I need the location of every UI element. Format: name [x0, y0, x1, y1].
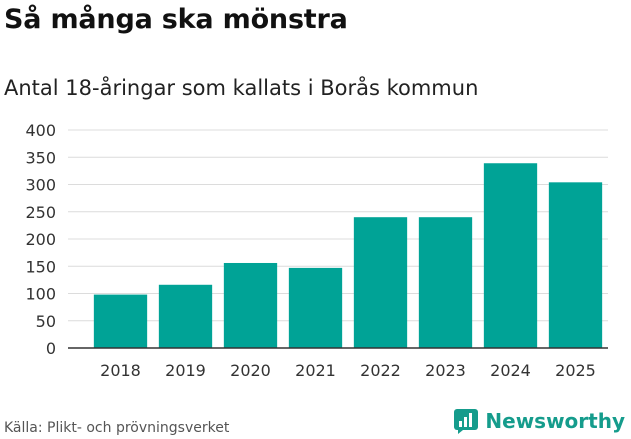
- y-axis-ticks: 0 50 100 150 200 250 300 350 400: [25, 121, 56, 358]
- bar-2019: [158, 284, 213, 348]
- bars: [93, 163, 603, 348]
- bar-2025: [548, 182, 603, 348]
- source-note: Källa: Plikt- och prövningsverket: [4, 420, 230, 436]
- y-tick-label: 400: [25, 121, 56, 140]
- x-axis-ticks: 2018 2019 2020 2021 2022 2023 2024 2025: [100, 361, 596, 380]
- chart-subtitle: Antal 18-åringar som kallats i Borås kom…: [4, 76, 479, 100]
- x-tick-label: 2018: [100, 361, 141, 380]
- y-tick-label: 50: [36, 312, 56, 331]
- x-tick-label: 2024: [490, 361, 531, 380]
- y-tick-label: 250: [25, 203, 56, 222]
- x-tick-label: 2019: [165, 361, 206, 380]
- y-tick-label: 200: [25, 230, 56, 249]
- bar-2024: [483, 163, 538, 348]
- chart-title: Så många ska mönstra: [4, 4, 348, 35]
- y-tick-label: 100: [25, 285, 56, 304]
- bar-2022: [353, 217, 408, 348]
- x-tick-label: 2022: [360, 361, 401, 380]
- y-tick-label: 350: [25, 148, 56, 167]
- brand-logo: Newsworthy: [453, 408, 625, 434]
- bar-2021: [288, 267, 343, 348]
- y-tick-label: 300: [25, 176, 56, 195]
- x-tick-label: 2023: [425, 361, 466, 380]
- y-tick-label: 150: [25, 257, 56, 276]
- newsworthy-logo-icon: [454, 409, 479, 434]
- x-tick-label: 2021: [295, 361, 336, 380]
- bar-2023: [418, 217, 473, 348]
- bar-2020: [223, 262, 278, 348]
- brand-name: Newsworthy: [485, 409, 625, 433]
- bar-2018: [93, 294, 148, 348]
- y-tick-label: 0: [46, 339, 56, 358]
- x-tick-label: 2020: [230, 361, 271, 380]
- bar-chart: 0 50 100 150 200 250 300 350 400 2018 2019 2020 202…: [25, 121, 608, 380]
- x-tick-label: 2025: [555, 361, 596, 380]
